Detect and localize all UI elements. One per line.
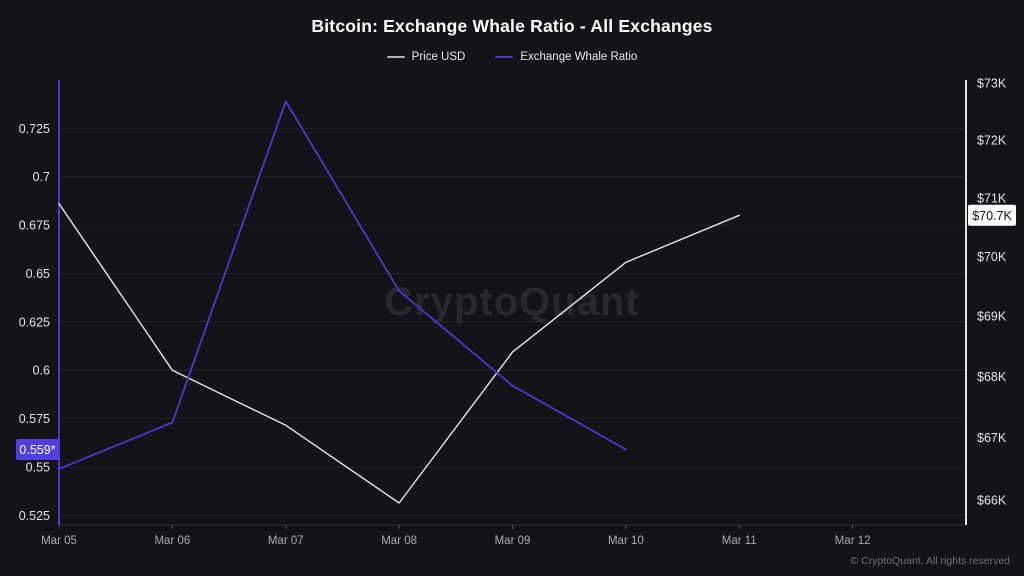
y-tick-label: 0.675	[19, 219, 50, 233]
legend: Price USD Exchange Whale Ratio	[0, 51, 1024, 63]
legend-label: Exchange Whale Ratio	[520, 51, 638, 63]
right-axis-badge: $70.7K	[968, 204, 1016, 226]
x-tick-label: Mar 10	[608, 535, 644, 547]
y-tick-label: $68K	[977, 370, 1007, 384]
y-tick-label: 0.7	[33, 170, 50, 184]
left-axis-badge: 0.559*	[16, 439, 59, 460]
x-tick-label: Mar 05	[41, 535, 77, 547]
y-tick-label: $66K	[977, 493, 1007, 507]
x-tick-label: Mar 12	[835, 535, 871, 547]
right-axis-labels: $73K $72K $71K $70K $69K $68K $67K $66K	[977, 76, 1007, 507]
x-axis-labels: Mar 05 Mar 06 Mar 07 Mar 08 Mar 09 Mar 10 Mar …	[41, 525, 871, 547]
copyright-text: © CryptoQuant. All rights reserved	[850, 555, 1010, 567]
svg-text:0.559*: 0.559*	[19, 443, 55, 457]
gridlines	[59, 127, 966, 516]
y-tick-label: 0.65	[26, 267, 50, 281]
y-tick-label: $70K	[977, 250, 1007, 264]
x-tick-label: Mar 08	[381, 535, 417, 547]
y-tick-label: 0.6	[33, 364, 50, 378]
price-usd-line	[58, 202, 740, 504]
x-tick-label: Mar 07	[268, 535, 304, 547]
exchange-whale-ratio-line	[58, 100, 627, 470]
y-tick-label: $72K	[977, 133, 1007, 147]
exchange-whale-ratio-swatch-icon	[495, 56, 514, 58]
y-tick-label: $73K	[977, 76, 1007, 90]
x-tick-label: Mar 06	[154, 535, 190, 547]
legend-item-exchange-whale-ratio[interactable]: Exchange Whale Ratio	[495, 51, 637, 63]
x-tick-label: Mar 09	[495, 535, 531, 547]
y-tick-label: 0.525	[19, 509, 50, 523]
cryptoquant-watermark: CryptoQuant	[384, 280, 639, 324]
y-tick-label: 0.625	[19, 315, 50, 329]
y-tick-label: $71K	[977, 191, 1007, 205]
y-tick-label: $67K	[977, 431, 1007, 445]
y-tick-label: 0.55	[26, 460, 50, 474]
legend-item-price-usd[interactable]: Price USD	[386, 51, 466, 63]
svg-text:$70.7K: $70.7K	[972, 209, 1012, 223]
y-tick-label: 0.725	[19, 122, 50, 136]
price-usd-swatch-icon	[386, 56, 405, 58]
y-tick-label: 0.575	[19, 412, 50, 426]
left-axis-labels: 0.725 0.7 0.675 0.65 0.625 0.6 0.575 0.55 0.525	[19, 122, 50, 523]
chart-title: Bitcoin: Exchange Whale Ratio - All Exch…	[311, 16, 713, 36]
x-tick-label: Mar 11	[722, 535, 757, 547]
legend-label: Price USD	[411, 51, 466, 63]
y-tick-label: $69K	[977, 309, 1007, 323]
